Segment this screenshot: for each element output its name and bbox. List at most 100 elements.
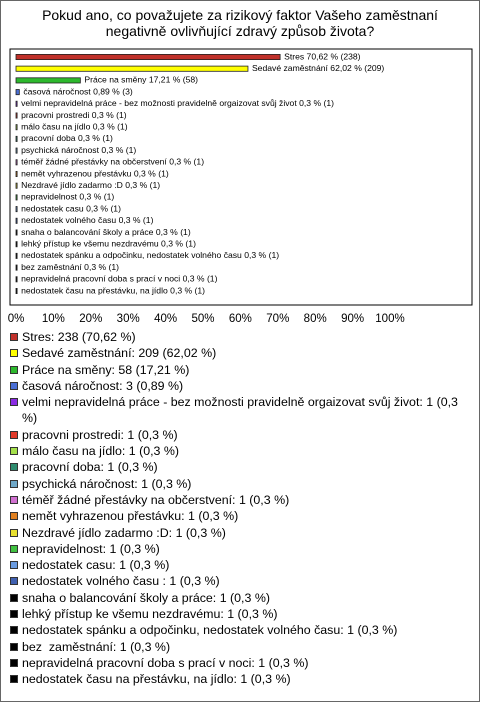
bar bbox=[15, 100, 18, 107]
legend-swatch bbox=[10, 349, 18, 358]
bar bbox=[15, 159, 18, 166]
value-label: pracovni prostredi 0,3 % (1) bbox=[21, 110, 127, 120]
legend-swatch bbox=[10, 577, 18, 586]
legend-label: málo času na jídlo: 1 (0,3 %) bbox=[22, 444, 180, 459]
legend-swatch bbox=[10, 430, 18, 439]
legend-item: nedostatek casu: 1 (0,3 %) bbox=[10, 557, 472, 573]
legend-item: velmi nepravidelná práce - bez možnosti … bbox=[10, 394, 472, 427]
legend-swatch bbox=[10, 658, 18, 667]
legend-item: psychická náročnost: 1 (0,3 %) bbox=[10, 476, 472, 492]
bar bbox=[15, 65, 249, 72]
legend-item: pracovní doba: 1 (0,3 %) bbox=[10, 459, 472, 475]
legend-swatch bbox=[10, 528, 18, 537]
plot-frame bbox=[9, 48, 473, 306]
bar bbox=[15, 77, 81, 84]
x-tick-label: 0% bbox=[8, 313, 25, 325]
legend-label: pracovní doba: 1 (0,3 %) bbox=[22, 460, 158, 475]
legend-item: téměř žádné přestávky na občerstvení: 1 … bbox=[10, 492, 472, 508]
bar bbox=[15, 182, 18, 189]
bar bbox=[15, 241, 18, 248]
x-tick-label: 50% bbox=[191, 313, 214, 325]
legend-swatch bbox=[10, 333, 18, 341]
legend-item: pracovni prostredi: 1 (0,3 %) bbox=[10, 427, 472, 443]
legend-label: nedostatek spánku a odpočinku, nedostate… bbox=[22, 623, 398, 638]
bar bbox=[15, 124, 18, 131]
legend-swatch bbox=[10, 642, 18, 651]
legend-label: nedostatek času na přestávku, na jídlo: … bbox=[22, 672, 291, 687]
legend-label: Práce na směny: 58 (17,21 %) bbox=[22, 362, 190, 377]
legend-item: snaha o balancování školy a práce: 1 (0,… bbox=[10, 590, 472, 606]
legend-label: pracovni prostredi: 1 (0,3 %) bbox=[22, 427, 178, 442]
x-tick-label: 60% bbox=[229, 313, 252, 325]
legend-label: snaha o balancování školy a práce: 1 (0,… bbox=[22, 590, 270, 605]
legend-item: málo času na jídlo: 1 (0,3 %) bbox=[10, 443, 472, 459]
x-tick-label: 40% bbox=[154, 313, 177, 325]
value-label: lehký přístup ke všemu nezdravému 0,3 % … bbox=[21, 238, 196, 248]
x-tick-label: 70% bbox=[266, 313, 289, 325]
legend-label: Sedavé zaměstnání: 209 (62,02 %) bbox=[22, 346, 217, 361]
bar bbox=[15, 89, 20, 96]
value-label: nedostatek casu 0,3 % (1) bbox=[21, 203, 121, 213]
legend-label: nemět vyhrazenou přestávku: 1 (0,3 %) bbox=[22, 509, 239, 524]
legend-swatch bbox=[10, 561, 18, 570]
value-label: nedostatek volného času 0,3 % (1) bbox=[21, 215, 153, 225]
value-label: bez zaměstnání 0,3 % (1) bbox=[21, 262, 119, 272]
title-box: Pokud ano, co považujete za rizikový fak… bbox=[42, 7, 438, 39]
legend-swatch bbox=[10, 626, 18, 635]
x-tick-label: 90% bbox=[341, 313, 364, 325]
bar bbox=[15, 252, 18, 259]
bar bbox=[15, 112, 18, 119]
legend-label: nedostatek casu: 1 (0,3 %) bbox=[22, 558, 170, 573]
value-label: Nezdravé jídlo zadarmo :D 0,3 % (1) bbox=[21, 180, 160, 190]
x-tick-label: 100% bbox=[375, 313, 404, 325]
bar bbox=[15, 206, 18, 213]
legend-swatch bbox=[10, 512, 18, 521]
legend-swatch bbox=[10, 398, 18, 407]
bar bbox=[15, 264, 18, 271]
legend-swatch bbox=[10, 447, 18, 456]
x-tick-label: 10% bbox=[42, 313, 65, 325]
legend-item: nedostatek spánku a odpočinku, nedostate… bbox=[10, 622, 472, 638]
plot: Pokud ano, co považujete za rizikový fak… bbox=[8, 7, 473, 325]
value-label: velmi nepravidelná práce - bez možnosti … bbox=[21, 98, 334, 108]
bar bbox=[15, 135, 18, 142]
bar bbox=[15, 217, 18, 224]
bar bbox=[15, 194, 18, 201]
legend: Stres: 238 (70,62 %) Sedavé zaměstnání: 2… bbox=[10, 329, 472, 688]
legend-item: bez zaměstnání: 1 (0,3 %) bbox=[10, 639, 472, 655]
value-label: Práce na směny 17,21 % (58) bbox=[84, 75, 198, 85]
bar bbox=[15, 54, 281, 61]
bar bbox=[15, 276, 18, 283]
legend-item: nedostatek volného času : 1 (0,3 %) bbox=[10, 573, 472, 589]
legend-swatch bbox=[10, 544, 18, 553]
legend-swatch bbox=[10, 381, 18, 390]
legend-item: nemět vyhrazenou přestávku: 1 (0,3 %) bbox=[10, 508, 472, 524]
value-label: málo času na jídlo 0,3 % (1) bbox=[21, 121, 128, 131]
value-label: pracovní doba 0,3 % (1) bbox=[21, 133, 113, 143]
legend-item: Sedavé zaměstnání: 209 (62,02 %) bbox=[10, 345, 472, 361]
bar bbox=[15, 287, 18, 294]
legend-label: nepravidelnost: 1 (0,3 %) bbox=[22, 541, 160, 556]
value-label: nedostatek času na přestávku, na jídlo 0… bbox=[21, 285, 205, 295]
legend-swatch bbox=[10, 463, 18, 472]
x-tick-label: 20% bbox=[79, 313, 102, 325]
legend-swatch bbox=[10, 593, 18, 602]
value-label: nepravidelnost 0,3 % (1) bbox=[21, 192, 114, 202]
legend-item: Stres: 238 (70,62 %) bbox=[10, 329, 472, 345]
legend-item: Práce na směny: 58 (17,21 %) bbox=[10, 362, 472, 378]
x-tick-label: 30% bbox=[117, 313, 140, 325]
value-label: časová náročnost 0,89 % (3) bbox=[23, 86, 133, 96]
legend-item: časová náročnost: 3 (0,89 %) bbox=[10, 378, 472, 394]
legend-label: bez zaměstnání: 1 (0,3 %) bbox=[22, 639, 171, 654]
bar bbox=[15, 147, 18, 154]
x-tick-label: 80% bbox=[304, 313, 327, 325]
legend-item: Nezdravé jídlo zadarmo :D: 1 (0,3 %) bbox=[10, 525, 472, 541]
legend-label: časová náročnost: 3 (0,89 %) bbox=[22, 378, 184, 393]
legend-label: nepravidelná pracovní doba s prací v noc… bbox=[22, 655, 309, 670]
legend-swatch bbox=[10, 610, 18, 619]
value-label: nemět vyhrazenou přestávku 0,3 % (1) bbox=[21, 168, 169, 178]
value-label: Stres 70,62 % (238) bbox=[284, 51, 361, 61]
legend-swatch bbox=[10, 495, 18, 504]
value-label: nedostatek spánku a odpočinku, nedostate… bbox=[21, 250, 279, 260]
